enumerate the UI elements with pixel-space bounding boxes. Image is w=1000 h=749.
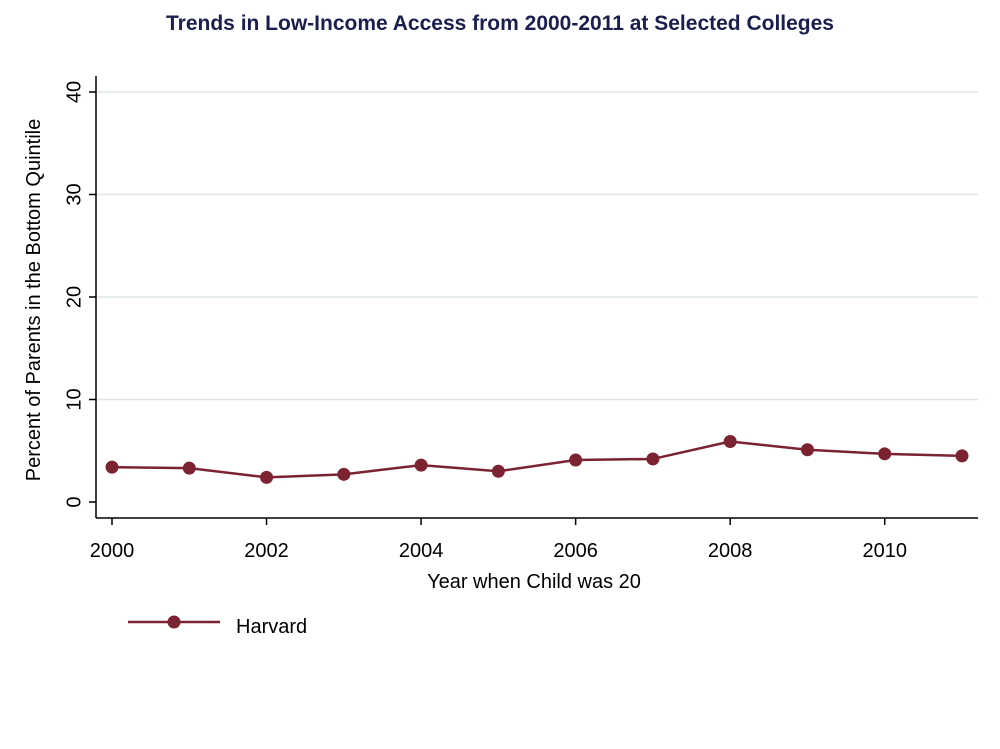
legend: Harvard <box>128 615 307 638</box>
legend-marker <box>167 615 181 629</box>
data-point-2010 <box>878 447 892 461</box>
y-tick-label: 10 <box>63 388 85 410</box>
x-tick-label: 2002 <box>244 540 289 562</box>
data-point-2005 <box>491 464 505 478</box>
data-point-2003 <box>337 467 351 481</box>
y-tick-label: 20 <box>63 286 85 308</box>
x-tick-label: 2000 <box>90 540 135 562</box>
data-point-2000 <box>105 460 119 474</box>
legend-label-harvard: Harvard <box>236 616 307 638</box>
data-point-2011 <box>955 449 969 463</box>
y-tick-label: 0 <box>63 496 85 507</box>
x-axis-ticks: 2000 2002 2004 2006 2008 2010 <box>90 518 907 562</box>
y-axis-label: Percent of Parents in the Bottom Quintil… <box>23 119 45 481</box>
series-group <box>105 435 969 484</box>
data-point-2007 <box>646 452 660 466</box>
gridlines <box>97 91 978 401</box>
data-point-2009 <box>800 443 814 457</box>
data-point-2001 <box>182 461 196 475</box>
x-axis-label: Year when Child was 20 <box>427 571 641 593</box>
y-tick-label: 40 <box>63 81 85 103</box>
series-line-harvard <box>111 440 963 479</box>
y-tick-label: 30 <box>63 183 85 205</box>
data-point-2002 <box>260 470 274 484</box>
data-point-2008 <box>723 435 737 449</box>
x-tick-label: 2006 <box>553 540 598 562</box>
x-tick-label: 2008 <box>708 540 753 562</box>
x-tick-label: 2004 <box>399 540 444 562</box>
data-point-2006 <box>569 453 583 467</box>
chart-title: Trends in Low-Income Access from 2000-20… <box>166 12 834 35</box>
y-axis-ticks: 0 10 20 30 40 <box>63 81 96 508</box>
data-point-2004 <box>414 458 428 472</box>
x-tick-label: 2010 <box>862 540 907 562</box>
